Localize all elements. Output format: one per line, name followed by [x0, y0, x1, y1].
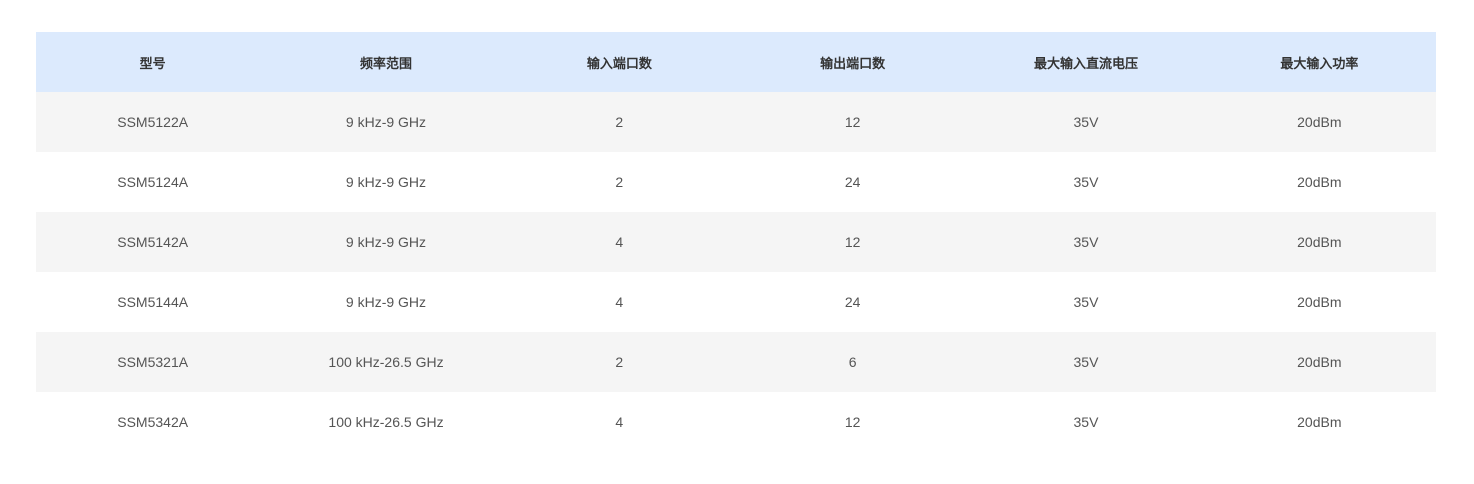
cell-output-ports: 24 [735, 272, 970, 332]
cell-model: SSM5321A [36, 332, 270, 392]
cell-frequency-range: 100 kHz-26.5 GHz [269, 392, 503, 452]
cell-max-input-power: 20dBm [1202, 392, 1436, 452]
header-frequency-range: 频率范围 [269, 32, 503, 92]
cell-input-ports: 2 [502, 332, 736, 392]
cell-output-ports: 12 [735, 392, 970, 452]
cell-max-dc-voltage: 35V [969, 272, 1203, 332]
cell-model: SSM5144A [36, 272, 270, 332]
cell-frequency-range: 9 kHz-9 GHz [269, 212, 503, 272]
header-max-dc-voltage: 最大输入直流电压 [969, 32, 1203, 92]
cell-output-ports: 12 [735, 92, 970, 152]
table-row: SSM5142A 9 kHz-9 GHz 4 12 35V 20dBm [36, 212, 1436, 272]
table-row: SSM5342A 100 kHz-26.5 GHz 4 12 35V 20dBm [36, 392, 1436, 452]
cell-max-dc-voltage: 35V [969, 392, 1203, 452]
cell-output-ports: 12 [735, 212, 970, 272]
table-row: SSM5124A 9 kHz-9 GHz 2 24 35V 20dBm [36, 152, 1436, 212]
cell-input-ports: 4 [502, 212, 736, 272]
cell-max-input-power: 20dBm [1202, 212, 1436, 272]
table-header: 型号 频率范围 输入端口数 输出端口数 最大输入直流电压 最大输入功率 [36, 32, 1436, 92]
cell-input-ports: 2 [502, 92, 736, 152]
cell-input-ports: 2 [502, 152, 736, 212]
cell-input-ports: 4 [502, 392, 736, 452]
product-spec-table: 型号 频率范围 输入端口数 输出端口数 最大输入直流电压 最大输入功率 SSM5… [36, 32, 1436, 452]
cell-max-input-power: 20dBm [1202, 92, 1436, 152]
cell-max-dc-voltage: 35V [969, 152, 1203, 212]
cell-model: SSM5142A [36, 212, 270, 272]
cell-frequency-range: 100 kHz-26.5 GHz [269, 332, 503, 392]
cell-input-ports: 4 [502, 272, 736, 332]
cell-max-input-power: 20dBm [1202, 272, 1436, 332]
cell-max-dc-voltage: 35V [969, 212, 1203, 272]
cell-frequency-range: 9 kHz-9 GHz [269, 272, 503, 332]
table-body: SSM5122A 9 kHz-9 GHz 2 12 35V 20dBm SSM5124A 9 … [36, 92, 1436, 452]
cell-output-ports: 24 [735, 152, 970, 212]
cell-max-dc-voltage: 35V [969, 92, 1203, 152]
cell-model: SSM5122A [36, 92, 270, 152]
cell-max-input-power: 20dBm [1202, 152, 1436, 212]
table-row: SSM5321A 100 kHz-26.5 GHz 2 6 35V 20dBm [36, 332, 1436, 392]
cell-frequency-range: 9 kHz-9 GHz [269, 152, 503, 212]
header-input-ports: 输入端口数 [502, 32, 736, 92]
header-max-input-power: 最大输入功率 [1202, 32, 1436, 92]
header-output-ports: 输出端口数 [735, 32, 970, 92]
cell-max-dc-voltage: 35V [969, 332, 1203, 392]
header-row: 型号 频率范围 输入端口数 输出端口数 最大输入直流电压 最大输入功率 [36, 32, 1436, 92]
cell-max-input-power: 20dBm [1202, 332, 1436, 392]
cell-model: SSM5124A [36, 152, 270, 212]
table-row: SSM5144A 9 kHz-9 GHz 4 24 35V 20dBm [36, 272, 1436, 332]
table-row: SSM5122A 9 kHz-9 GHz 2 12 35V 20dBm [36, 92, 1436, 152]
cell-output-ports: 6 [735, 332, 970, 392]
cell-model: SSM5342A [36, 392, 270, 452]
header-model: 型号 [36, 32, 270, 92]
cell-frequency-range: 9 kHz-9 GHz [269, 92, 503, 152]
